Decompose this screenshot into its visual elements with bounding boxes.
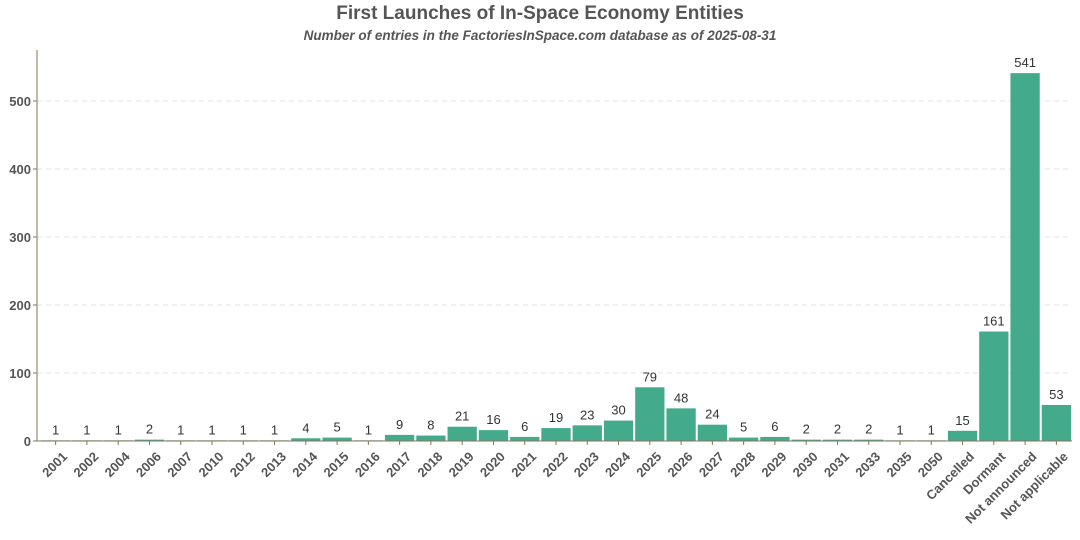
bar-dormant bbox=[979, 331, 1009, 441]
x-tick-label: 2023 bbox=[571, 449, 602, 480]
x-tick-label: 2030 bbox=[790, 449, 821, 480]
x-tick-label: 2013 bbox=[258, 449, 289, 480]
x-tick-label: 2029 bbox=[758, 449, 789, 480]
x-tick-label: 2001 bbox=[39, 449, 70, 480]
x-tick-label: 2031 bbox=[821, 449, 852, 480]
data-label: 2 bbox=[803, 422, 810, 437]
x-tick-label: 2020 bbox=[477, 449, 508, 480]
x-tick-label: 2033 bbox=[852, 449, 883, 480]
data-label: 48 bbox=[674, 390, 688, 405]
data-label: 161 bbox=[983, 314, 1005, 329]
x-tick-label: 2004 bbox=[102, 448, 134, 480]
data-label: 541 bbox=[1014, 55, 1036, 70]
x-tick-label: 2007 bbox=[164, 449, 195, 480]
x-tick-label: 2025 bbox=[633, 449, 664, 480]
bar-2021 bbox=[510, 436, 540, 441]
data-label: 1 bbox=[208, 422, 215, 437]
bar-2028 bbox=[729, 437, 759, 441]
x-tick-label: 2021 bbox=[508, 449, 539, 480]
x-tick-label: 2019 bbox=[446, 449, 477, 480]
x-tick-label: 2002 bbox=[70, 449, 101, 480]
data-label: 21 bbox=[455, 409, 469, 424]
bar-2018 bbox=[416, 435, 446, 441]
data-label: 6 bbox=[771, 419, 778, 434]
x-tick-label: 2035 bbox=[883, 449, 914, 480]
bar-2027 bbox=[697, 424, 727, 441]
data-label: 1 bbox=[115, 422, 122, 437]
y-tick-label: 500 bbox=[9, 94, 31, 109]
x-tick-label: 2012 bbox=[227, 449, 258, 480]
data-label: 5 bbox=[740, 420, 747, 435]
bar-2017 bbox=[385, 434, 415, 441]
x-tick-label: 2016 bbox=[352, 449, 383, 480]
x-tick-label: 2018 bbox=[414, 449, 445, 480]
data-label: 2 bbox=[834, 422, 841, 437]
chart-title: First Launches of In-Space Economy Entit… bbox=[336, 3, 744, 24]
x-tick-label: 2006 bbox=[133, 449, 164, 480]
data-label: 16 bbox=[486, 412, 500, 427]
data-label: 24 bbox=[705, 407, 719, 422]
data-label: 15 bbox=[955, 413, 969, 428]
data-label: 53 bbox=[1049, 387, 1063, 402]
y-tick-label: 200 bbox=[9, 298, 31, 313]
x-tick-label: 2017 bbox=[383, 449, 414, 480]
data-label: 1 bbox=[271, 422, 278, 437]
y-tick-label: 300 bbox=[9, 230, 31, 245]
bar-2022 bbox=[541, 428, 571, 441]
y-tick-label: 100 bbox=[9, 366, 31, 381]
bar-not-applicable bbox=[1041, 404, 1071, 441]
data-label: 8 bbox=[427, 418, 434, 433]
x-tick-label: 2022 bbox=[539, 449, 570, 480]
x-tick-label: 2015 bbox=[321, 449, 352, 480]
data-label: 5 bbox=[333, 420, 340, 435]
data-label: 23 bbox=[580, 407, 594, 422]
data-label: 19 bbox=[549, 410, 563, 425]
bar-2015 bbox=[322, 437, 352, 441]
y-tick-label: 400 bbox=[9, 162, 31, 177]
bar-2030 bbox=[791, 439, 821, 441]
x-tick-label: 2026 bbox=[665, 449, 696, 480]
chart-subtitle: Number of entries in the FactoriesInSpac… bbox=[303, 28, 777, 43]
y-tick-label: 0 bbox=[24, 434, 31, 449]
bar-cancelled bbox=[947, 430, 978, 441]
data-label: 1 bbox=[52, 422, 59, 437]
data-label: 9 bbox=[396, 417, 403, 432]
data-label: 1 bbox=[177, 422, 184, 437]
bar-2023 bbox=[572, 425, 602, 441]
data-label: 1 bbox=[365, 422, 372, 437]
bar-2025 bbox=[635, 387, 665, 441]
data-label: 30 bbox=[611, 403, 625, 418]
bar-2029 bbox=[760, 436, 790, 441]
bar-2020 bbox=[478, 430, 509, 441]
bar-not-announced bbox=[1010, 73, 1040, 442]
x-tick-label: 2014 bbox=[289, 448, 321, 480]
data-label: 79 bbox=[643, 369, 657, 384]
data-label: 2 bbox=[865, 422, 872, 437]
data-label: 6 bbox=[521, 419, 528, 434]
data-label: 2 bbox=[146, 422, 153, 437]
data-label: 1 bbox=[896, 422, 903, 437]
bar-2026 bbox=[666, 408, 696, 441]
bar-2033 bbox=[854, 439, 884, 441]
bar-2024 bbox=[603, 420, 634, 441]
x-tick-label: 2028 bbox=[727, 449, 758, 480]
data-label: 1 bbox=[928, 422, 935, 437]
data-label: 1 bbox=[240, 422, 247, 437]
x-tick-label: 2027 bbox=[696, 449, 727, 480]
data-label: 1 bbox=[83, 422, 90, 437]
bar-2006 bbox=[134, 439, 165, 441]
bar-2031 bbox=[822, 439, 853, 441]
bar-2019 bbox=[447, 426, 477, 441]
data-label: 4 bbox=[302, 420, 309, 435]
bar-2014 bbox=[291, 438, 321, 441]
x-tick-label: 2024 bbox=[602, 448, 634, 480]
x-tick-label: 2010 bbox=[195, 449, 226, 480]
